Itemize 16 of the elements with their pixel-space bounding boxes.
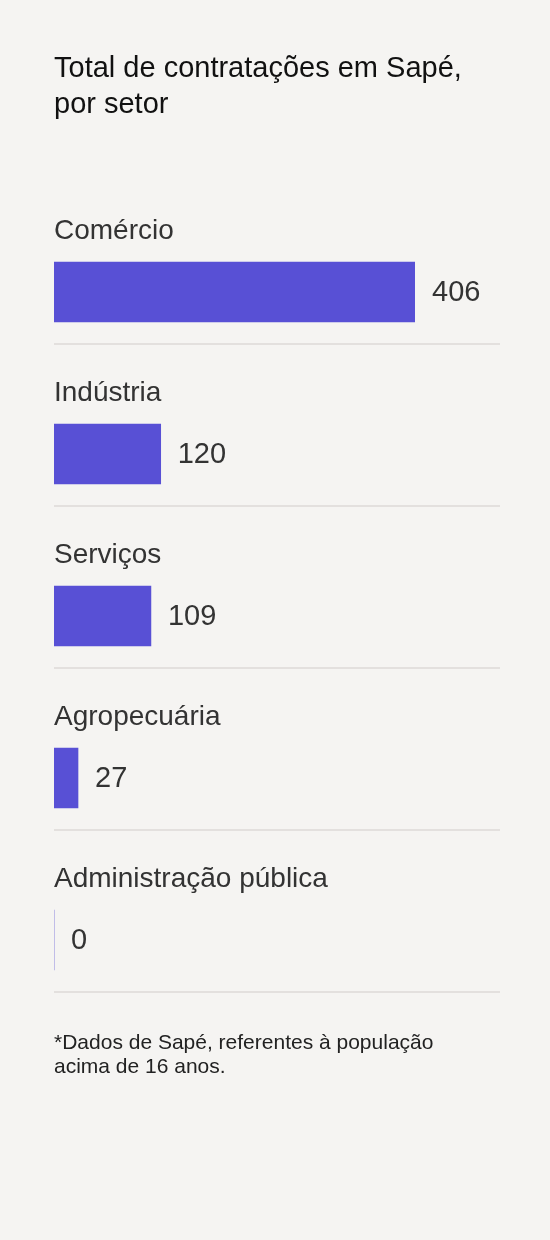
- bar: [54, 261, 415, 323]
- bar: [54, 747, 79, 809]
- y-tick-label: Serviços: [54, 538, 162, 569]
- y-tick-label: Comércio: [54, 214, 174, 245]
- data-label: 0: [71, 923, 88, 955]
- data-label: 27: [95, 761, 128, 793]
- data-label: 406: [432, 275, 481, 307]
- bar: [54, 585, 152, 647]
- y-tick-label: Indústria: [54, 376, 162, 407]
- chart-title: Total de contratações em Sapé, por setor: [54, 50, 463, 121]
- text: *Dados de Sapé, referentes à população acima de 16 anos.: [54, 1030, 435, 1078]
- y-tick-label: Administração pública: [54, 862, 329, 893]
- bar: [54, 423, 162, 485]
- data-label: 109: [167, 599, 217, 631]
- data-label: 120: [177, 437, 227, 469]
- y-tick-label: Agropecuária: [54, 700, 221, 731]
